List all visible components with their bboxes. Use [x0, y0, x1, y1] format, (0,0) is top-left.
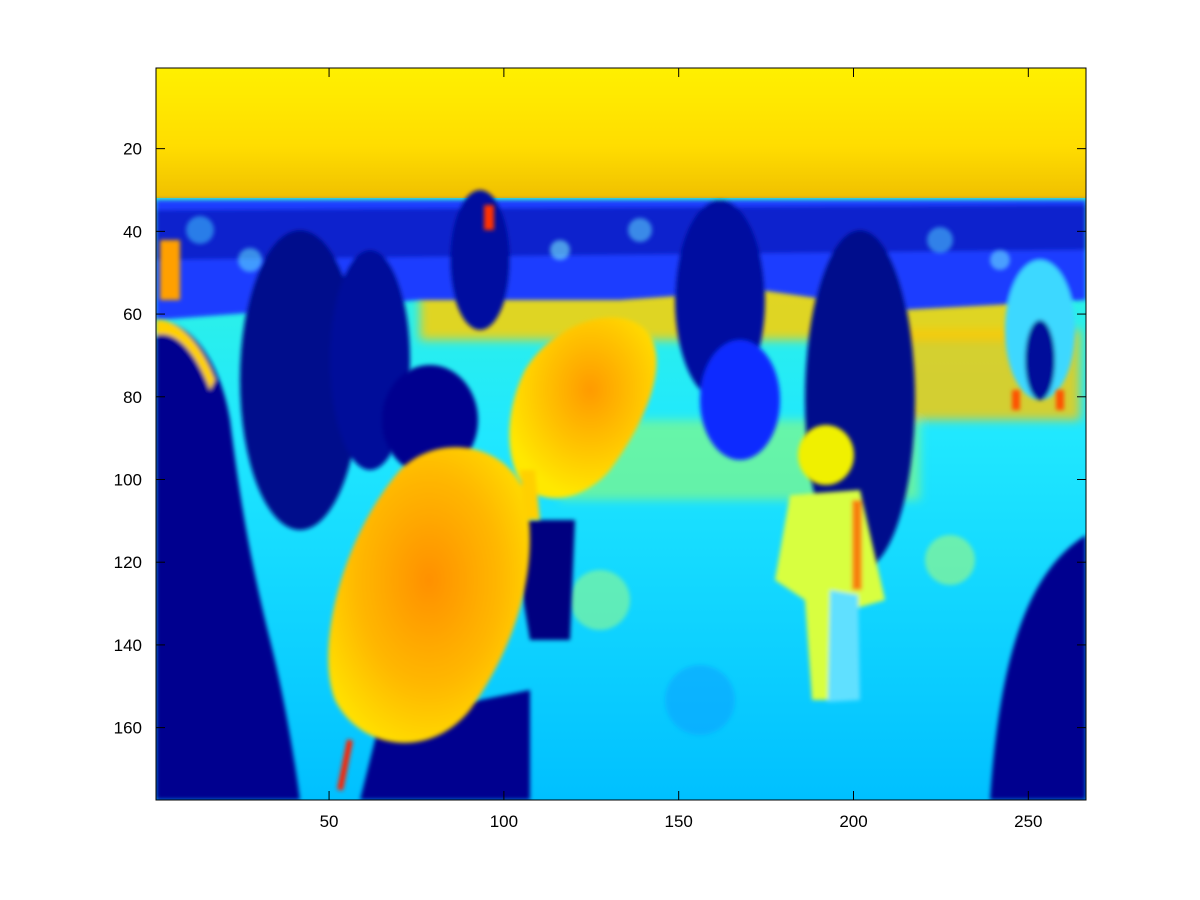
- x-tick-label: 250: [1014, 812, 1042, 831]
- x-tick-label: 150: [665, 812, 693, 831]
- y-tick-label: 120: [114, 553, 142, 572]
- x-tick-label: 50: [320, 812, 339, 831]
- y-axis: 20 40 60 80 100 120 140 160: [114, 140, 1086, 738]
- y-tick-label: 20: [123, 140, 142, 159]
- y-tick-label: 140: [114, 636, 142, 655]
- y-tick-label: 60: [123, 305, 142, 324]
- y-tick-label: 40: [123, 222, 142, 241]
- y-tick-label: 100: [114, 470, 142, 489]
- x-tick-label: 100: [490, 812, 518, 831]
- axes-frame: [155, 67, 1087, 801]
- x-axis: 50 100 150 200 250: [320, 68, 1042, 831]
- heatmap-image: [156, 68, 1086, 800]
- y-tick-label: 80: [123, 388, 142, 407]
- y-tick-label: 160: [114, 719, 142, 738]
- x-tick-label: 200: [839, 812, 867, 831]
